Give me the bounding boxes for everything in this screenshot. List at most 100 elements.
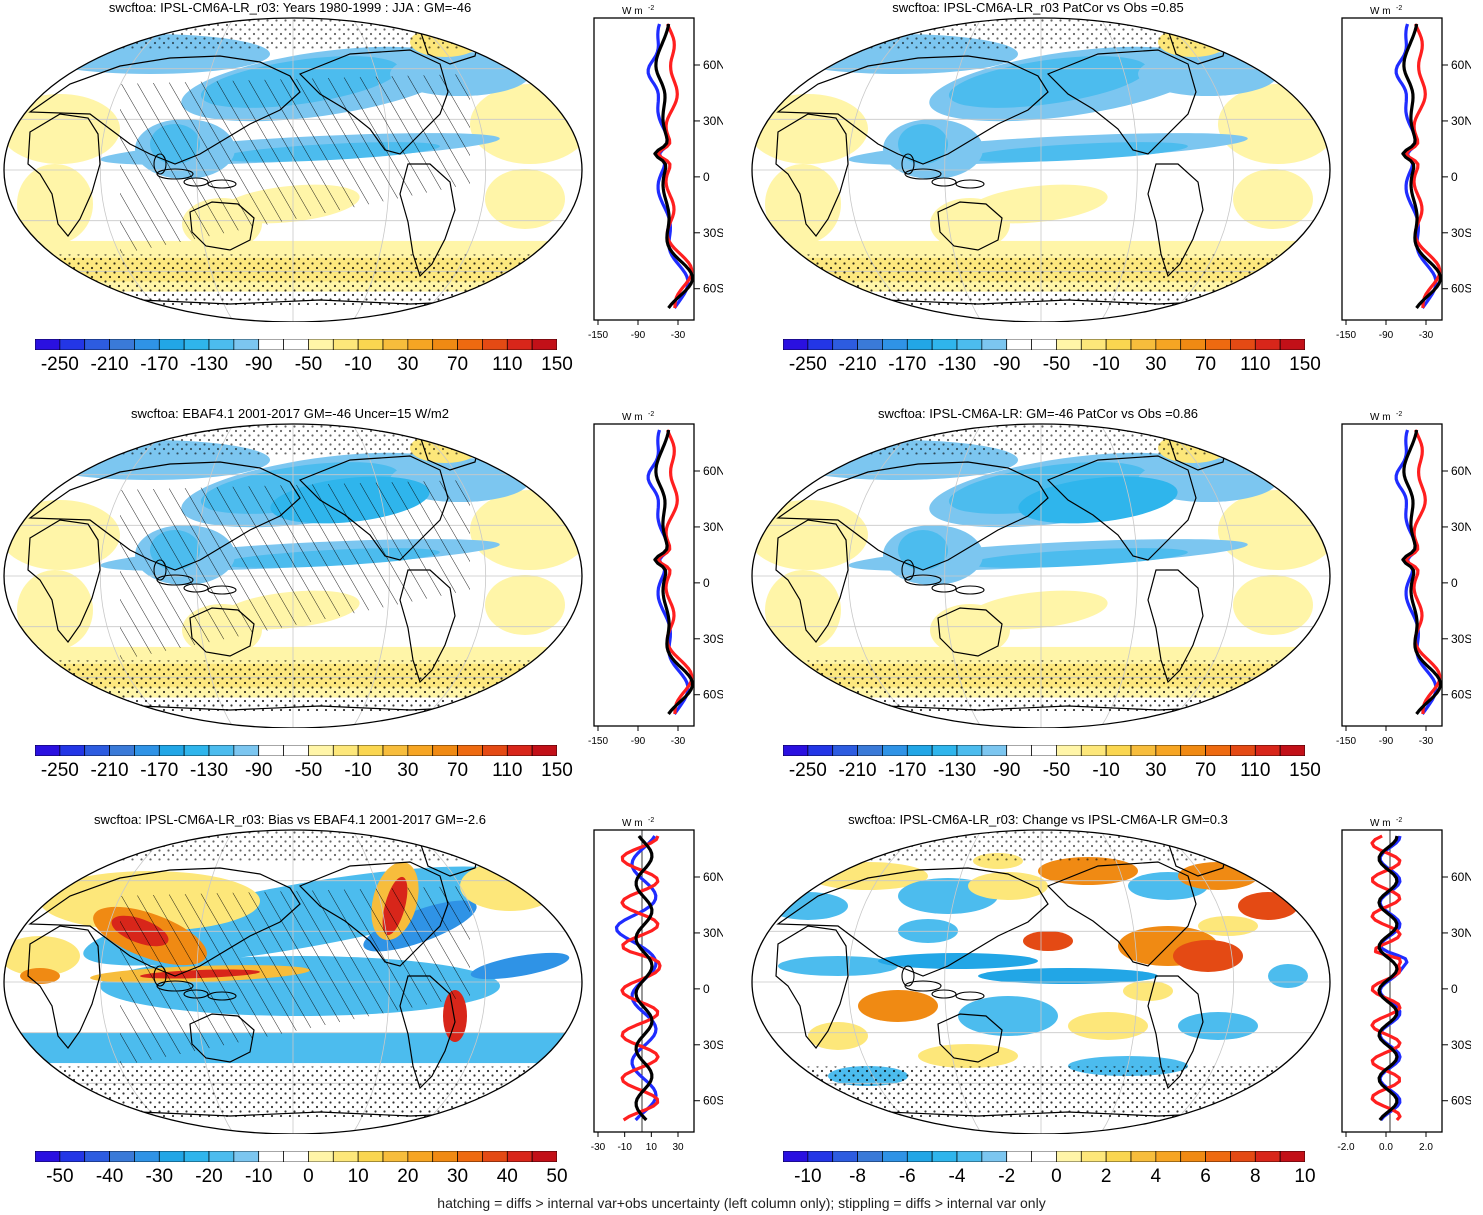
zonal-x-label: -30	[1419, 330, 1434, 341]
colorbar-tick-label: -250	[40, 354, 79, 375]
colorbar-tick-label: -210	[838, 760, 877, 781]
zonal-line-blue	[1394, 429, 1438, 715]
colorbar-swatch	[308, 745, 334, 756]
zonal-units-label: W m	[1370, 6, 1391, 17]
colorbar-swatch	[882, 339, 908, 350]
panel-middle-left: swcftoa: EBAF4.1 2001-2017 GM=-46 Uncer=…	[0, 406, 723, 801]
colorbar-swatch	[882, 1151, 908, 1162]
colorbar-swatch	[1105, 1151, 1132, 1162]
colorbar-tick-label: -30	[145, 1166, 174, 1187]
zonal-x-label: 0.0	[1379, 1142, 1393, 1153]
colorbar-swatch	[183, 339, 210, 350]
colorbar-swatch	[981, 745, 1008, 756]
colorbar-swatch	[457, 339, 483, 350]
colorbar-swatch	[407, 745, 434, 756]
zonal-line-blue	[646, 23, 690, 309]
zonal-mean-bottom-left: W m -2 60N 30N 0 30S 60S -30 -10 10 30	[591, 817, 723, 1153]
zonal-x-label: -2.0	[1337, 1142, 1355, 1153]
colorbar-tick-label: -20	[195, 1166, 223, 1187]
colorbar-swatch	[531, 745, 557, 756]
colorbar-swatch	[1230, 745, 1256, 756]
colorbar-tick-label: 10	[1294, 1166, 1316, 1187]
colorbar-tick-label: -50	[46, 1166, 74, 1187]
zonal-x-label: -150	[1336, 736, 1356, 747]
colorbar-swatch	[1279, 745, 1305, 756]
map-bottom-left	[3, 829, 583, 1134]
colorbar-tick-label: 4	[1150, 1166, 1162, 1187]
colorbar-tick-label: 150	[541, 760, 573, 781]
panel-title: swcftoa: IPSL-CM6A-LR: GM=-46 PatCor vs …	[877, 406, 1199, 421]
colorbar-tick-label: -90	[992, 760, 1021, 781]
colorbar-swatch	[1254, 339, 1281, 350]
colorbar-tick-label: -130	[189, 760, 229, 781]
colorbar-swatch	[432, 1151, 458, 1162]
zonal-units-superscript: -2	[1396, 817, 1402, 824]
colorbar-swatch	[981, 339, 1008, 350]
colorbar-tick-label: 50	[546, 1166, 568, 1187]
colorbar-tick-label: -90	[992, 354, 1021, 375]
colorbar-swatch	[531, 339, 557, 350]
zonal-lat-label: 0	[703, 170, 710, 184]
colorbar-swatch	[183, 745, 210, 756]
colorbar-labels: -250 -210 -170 -130 -90 -50 -10 30 70 110 150	[35, 354, 573, 378]
zonal-line-blue	[1394, 23, 1438, 309]
zonal-units-superscript: -2	[648, 817, 654, 824]
colorbar-tick-label: -50	[294, 354, 323, 375]
colorbar-swatch	[1180, 1151, 1206, 1162]
colorbar-swatch	[308, 1151, 334, 1162]
colorbar-swatch	[183, 1151, 210, 1162]
colorbar-tick-label: 30	[446, 1166, 469, 1187]
colorbar-swatch	[258, 1151, 284, 1162]
zonal-lat-label: 0	[1451, 576, 1458, 590]
zonal-lat-label: 60N	[1451, 58, 1471, 72]
colorbar-swatch	[233, 745, 260, 756]
colorbar-swatch	[457, 745, 483, 756]
colorbar-tick-label: 150	[1289, 760, 1321, 781]
zonal-x-label: 30	[672, 1142, 684, 1153]
colorbar-swatch	[158, 339, 185, 350]
colorbar-tick-label: -10	[794, 1166, 822, 1187]
colorbar-swatch	[332, 745, 359, 756]
colorbar-labels: -10 -8 -6 -4 -2 0 2 4 6 8 10	[783, 1166, 1315, 1190]
colorbar-tick-label: -130	[937, 354, 977, 375]
zonal-lat-label: 0	[1451, 982, 1458, 996]
colorbar-swatch	[283, 1151, 309, 1162]
colorbar-swatch	[158, 1151, 185, 1162]
zonal-units-label: W m	[1370, 818, 1391, 829]
zonal-lat-label: 30N	[703, 520, 723, 534]
colorbar-swatch	[1056, 339, 1082, 350]
zonal-lat-label: 60N	[703, 58, 723, 72]
colorbar-swatch	[158, 745, 185, 756]
zonal-line-black	[634, 835, 654, 1122]
colorbar-swatch	[1254, 745, 1281, 756]
colorbar-swatch	[357, 339, 384, 350]
colorbar-tick-label: 70	[446, 354, 469, 375]
zonal-lat-label: 60S	[703, 688, 723, 702]
colorbar-swatch	[506, 1151, 533, 1162]
colorbar-tick-label: -90	[244, 354, 273, 375]
colorbar-swatch	[1031, 339, 1057, 350]
map-middle-right	[751, 423, 1331, 728]
colorbar-swatch	[1180, 745, 1206, 756]
panel-title: swcftoa: IPSL-CM6A-LR_r03: Bias vs EBAF4…	[94, 812, 486, 827]
colorbar-tick-label: -50	[294, 760, 323, 781]
zonal-units-label: W m	[622, 6, 643, 17]
colorbar-tick-label: -210	[90, 354, 129, 375]
colorbar-tick-label: -40	[95, 1166, 124, 1187]
zonal-lat-label: 30S	[703, 632, 723, 646]
zonal-line-black	[653, 429, 694, 715]
colorbar-tick-label: 0	[1051, 1166, 1062, 1187]
zonal-line-red	[656, 429, 694, 714]
colorbar-swatch	[882, 745, 908, 756]
colorbar-tick-label: 70	[1194, 354, 1217, 375]
zonal-lat-label: 0	[1451, 170, 1458, 184]
zonal-x-label: -150	[588, 736, 608, 747]
zonal-units-superscript: -2	[648, 411, 654, 418]
colorbar-swatch	[407, 339, 434, 350]
zonal-line-black	[653, 23, 694, 309]
colorbar-swatch	[134, 339, 160, 350]
colorbar-swatch	[531, 1151, 557, 1162]
zonal-x-label: -30	[591, 1142, 606, 1153]
colorbar-swatch	[1006, 339, 1032, 350]
colorbar-swatch	[134, 745, 160, 756]
